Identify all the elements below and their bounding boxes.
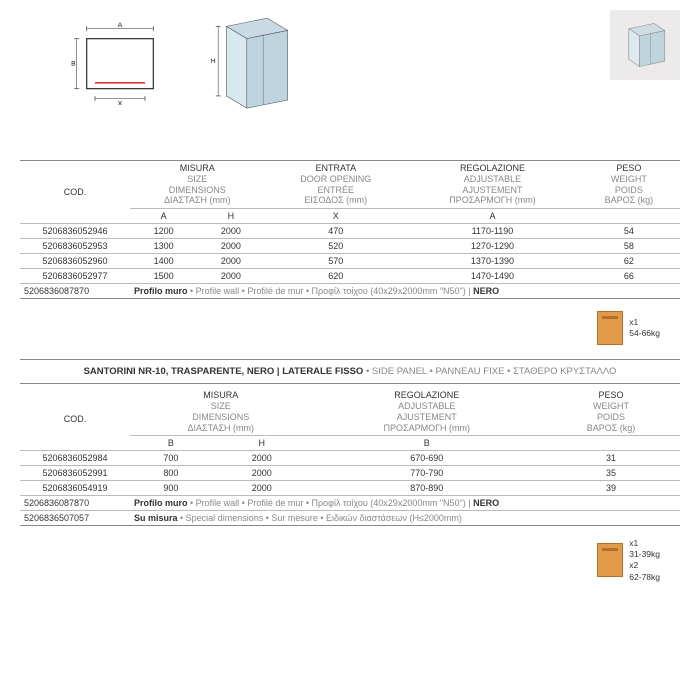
top-diagram-area: A B X H xyxy=(20,10,680,160)
table-row: 5206836052960140020005701370-139062 xyxy=(20,254,680,269)
col-misura: MISURASIZE DIMENSIONSΔΙΑΣΤΑΣΗ (mm) xyxy=(130,388,312,436)
package-info-2: x1 31-39kg x2 62-78kg xyxy=(20,538,660,582)
box-icon xyxy=(597,543,623,577)
svg-text:A: A xyxy=(118,22,123,29)
col-misura: MISURASIZE DIMENSIONSΔΙΑΣΤΑΣΗ (mm) xyxy=(130,161,264,209)
col-cod: COD. xyxy=(20,161,130,224)
col-entrata: ENTRATADOOR OPENING ENTRÉEΕΙΣΟΔΟΣ (mm) xyxy=(264,161,407,209)
col-regolazione: REGOLAZIONEADJUSTABLE AJUSTEMENTΠΡΟΣΑΡΜΟ… xyxy=(407,161,578,209)
table-row: 52068360529847002000670-69031 xyxy=(20,451,680,466)
svg-text:H: H xyxy=(211,58,216,65)
note-row: 5206836087870 Profilo muro • Profile wal… xyxy=(20,284,680,299)
package-info-1: x1 54-66kg xyxy=(20,311,660,345)
diagrams-group: A B X H xyxy=(20,10,300,116)
note-row: 5206836507057 Su misura • Special dimens… xyxy=(20,511,680,526)
product-thumbnail xyxy=(610,10,680,80)
spec-table-2: COD. MISURASIZE DIMENSIONSΔΙΑΣΤΑΣΗ (mm) … xyxy=(20,388,680,530)
note-row: 5206836087870 Profilo muro • Profile wal… xyxy=(20,496,680,511)
col-peso: PESOWEIGHT POIDSΒΑΡΟΣ (kg) xyxy=(542,388,680,436)
table-row: 5206836052946120020004701170-119054 xyxy=(20,224,680,239)
col-peso: PESOWEIGHT POIDSΒΑΡΟΣ (kg) xyxy=(578,161,680,209)
section-title: SANTORINI NR-10, TRASPARENTE, NERO | LAT… xyxy=(20,359,680,384)
table-row: 52068360549199002000870-89039 xyxy=(20,481,680,496)
diagram-top-view: A B X xyxy=(70,22,170,105)
col-regolazione: REGOLAZIONEADJUSTABLE AJUSTEMENTΠΡΟΣΑΡΜΟ… xyxy=(312,388,542,436)
table-row: 52068360529918002000770-79035 xyxy=(20,466,680,481)
table-row: 5206836052953130020005201270-129058 xyxy=(20,239,680,254)
table-row: 5206836052977150020006201470-149066 xyxy=(20,269,680,284)
col-cod: COD. xyxy=(20,388,130,451)
svg-text:X: X xyxy=(118,100,123,105)
spec-table-1: COD. MISURASIZE DIMENSIONSΔΙΑΣΤΑΣΗ (mm) … xyxy=(20,160,680,303)
diagram-3d-view: H xyxy=(210,10,300,116)
box-icon xyxy=(597,311,623,345)
svg-text:B: B xyxy=(71,60,76,67)
